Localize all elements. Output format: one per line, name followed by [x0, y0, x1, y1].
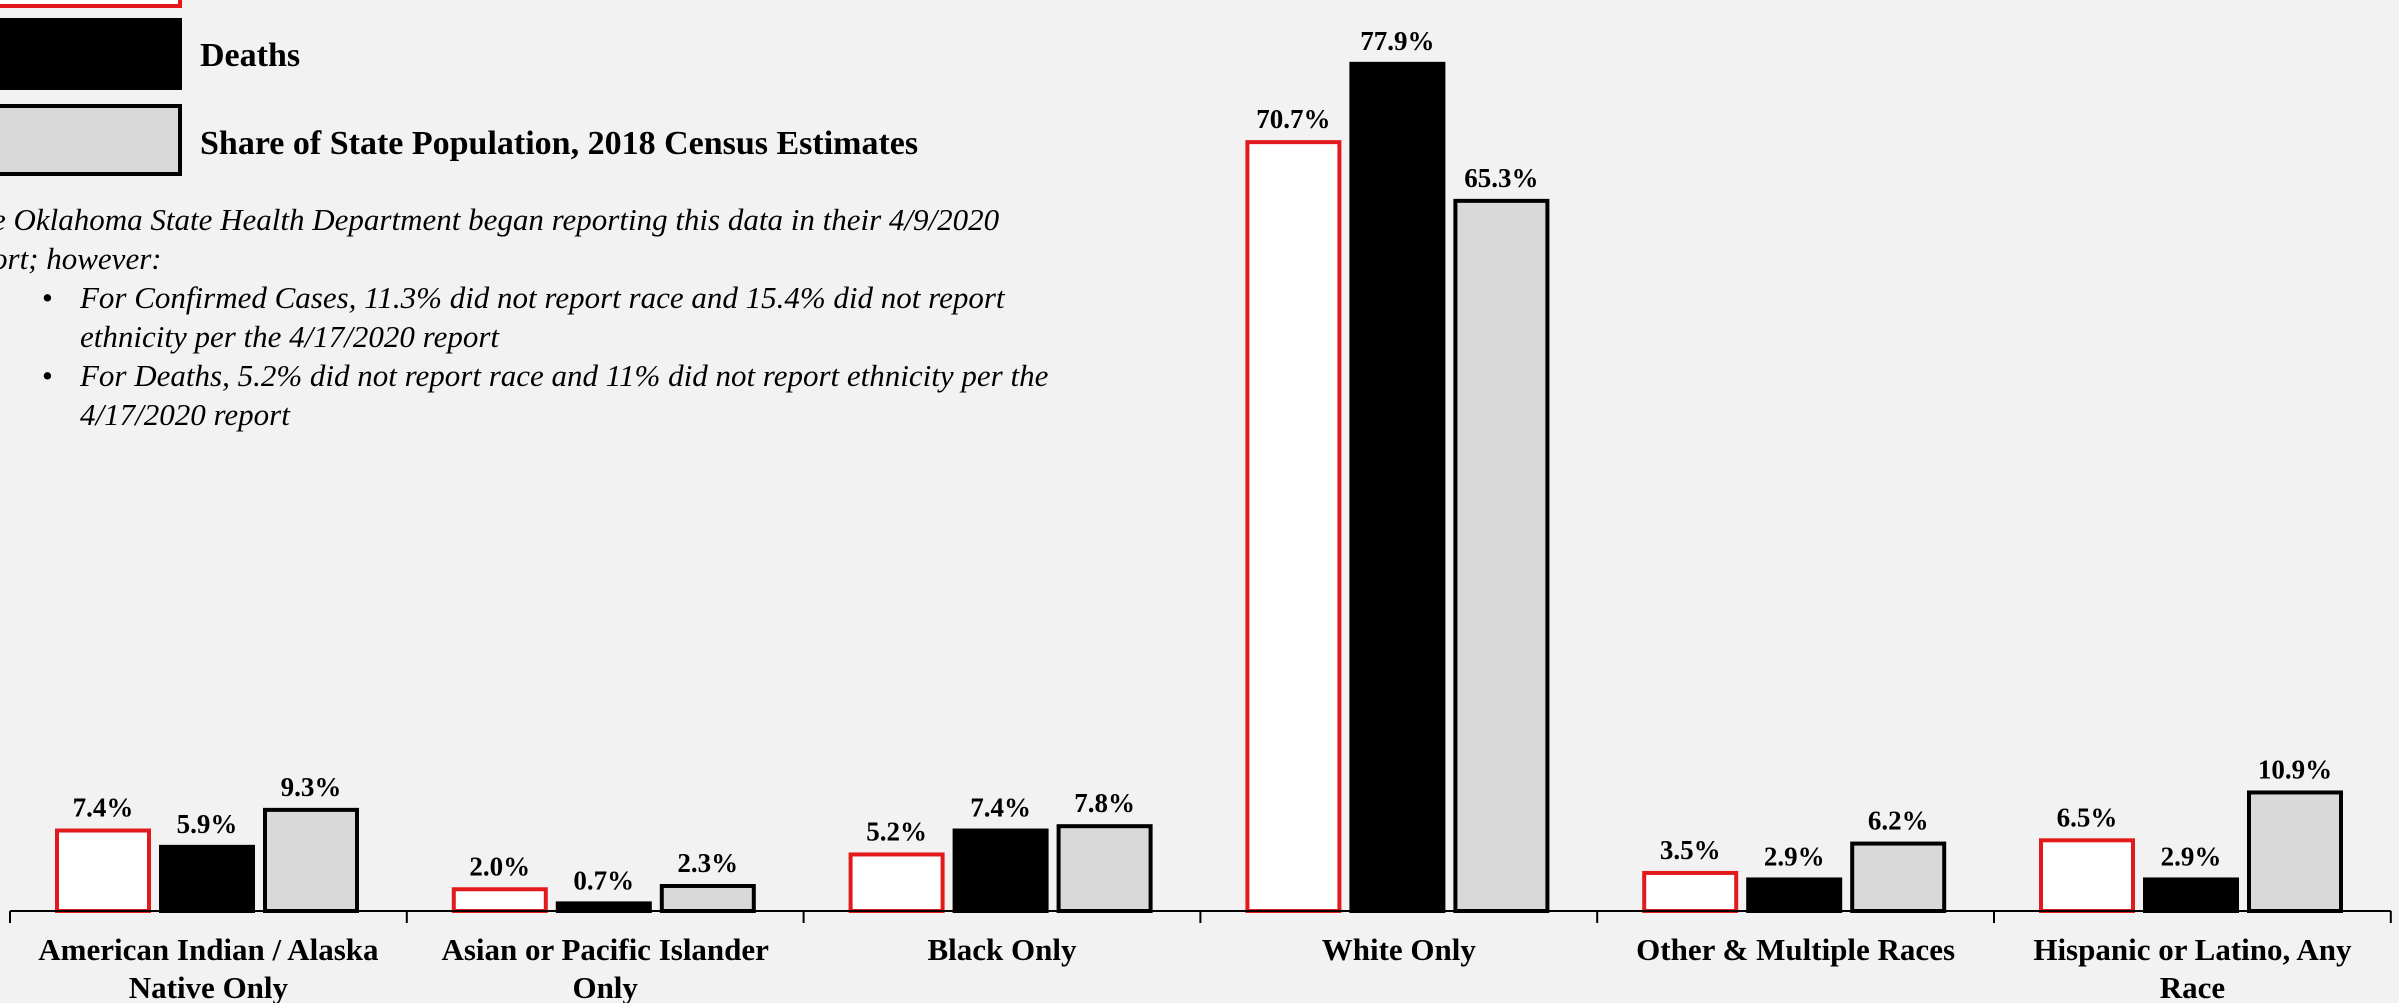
- data-label-1-1: 0.7%: [573, 865, 634, 895]
- bar-2-1: [952, 828, 1049, 914]
- bar-0-1: [159, 844, 255, 914]
- data-label-5-0: 6.5%: [2057, 802, 2118, 832]
- bar-3-2: [1453, 198, 1550, 914]
- note-intro: e Oklahoma State Health Department began…: [0, 202, 1000, 276]
- category-label-2: Black Only: [927, 932, 1077, 967]
- data-label-4-0: 3.5%: [1660, 835, 1721, 865]
- data-label-1-2: 2.3%: [677, 848, 738, 878]
- note-bullet-deaths: • For Deaths, 5.2% did not report race an…: [42, 358, 1049, 432]
- data-label-2-2: 7.8%: [1074, 788, 1135, 818]
- bar-4-1: [1746, 877, 1843, 914]
- data-label-5-2: 10.9%: [2258, 754, 2332, 784]
- bar-5-2: [2247, 790, 2343, 914]
- bar-2-2: [1056, 824, 1153, 913]
- data-note: e Oklahoma State Health Department began…: [0, 200, 1052, 434]
- bars: 7.4% 5.9% 9.3% 2.0% 0.7% 2.3% 5.2% 7.4% 7.8% 70.7…: [55, 26, 2343, 914]
- data-label-4-1: 2.9%: [1764, 841, 1825, 871]
- data-label-2-0: 5.2%: [866, 816, 927, 846]
- bar-5-0: [2039, 838, 2135, 913]
- category-label-0: American Indian / Alaska Native Only: [38, 932, 379, 1003]
- data-label-4-2: 6.2%: [1868, 806, 1929, 836]
- legend-label-1: Deaths: [200, 37, 300, 74]
- data-label-0-0: 7.4%: [73, 793, 134, 823]
- x-axis: American Indian / Alaska Native Only Asian…: [9, 910, 2392, 1003]
- bar-1-1: [555, 901, 652, 914]
- legend-swatch-0: [0, 0, 182, 8]
- bar-1-2: [659, 883, 756, 913]
- bar-3-1: [1349, 61, 1446, 913]
- bar-5-1: [2143, 877, 2239, 914]
- bar-1-0: [451, 887, 548, 913]
- data-label-3-0: 70.7%: [1256, 104, 1330, 134]
- bar-0-2: [263, 807, 359, 913]
- bullet-icon: •: [42, 358, 53, 393]
- legend-label-2: Share of State Population, 2018 Census E…: [200, 125, 918, 162]
- bar-0-0: [55, 828, 151, 914]
- category-label-5: Hispanic or Latino, Any Race: [2033, 932, 2352, 1003]
- bar-3-0: [1245, 140, 1342, 913]
- note-bullet-cases: • For Confirmed Cases, 11.3% did not repo…: [42, 280, 1005, 354]
- legend: Deaths Share of State Population, 2018 Ce…: [0, 0, 918, 176]
- legend-swatch-1: [0, 18, 182, 90]
- bullet-icon: •: [42, 280, 53, 315]
- category-label-1: Asian or Pacific Islander Only: [441, 932, 769, 1003]
- data-label-3-2: 65.3%: [1464, 163, 1538, 193]
- category-label-4: Other & Multiple Races: [1636, 932, 1955, 967]
- data-label-1-0: 2.0%: [469, 851, 530, 881]
- data-label-2-1: 7.4%: [970, 793, 1031, 823]
- data-label-0-2: 9.3%: [281, 772, 342, 802]
- bar-2-0: [848, 852, 945, 914]
- data-label-5-1: 2.9%: [2161, 841, 2222, 871]
- legend-swatch-2: [0, 104, 182, 176]
- data-label-0-1: 5.9%: [177, 809, 238, 839]
- note-bullets: • For Confirmed Cases, 11.3% did not repo…: [0, 278, 1052, 434]
- data-label-3-1: 77.9%: [1360, 26, 1434, 56]
- category-label-3: White Only: [1322, 932, 1477, 967]
- bar-4-0: [1642, 870, 1739, 913]
- bar-4-2: [1850, 841, 1947, 914]
